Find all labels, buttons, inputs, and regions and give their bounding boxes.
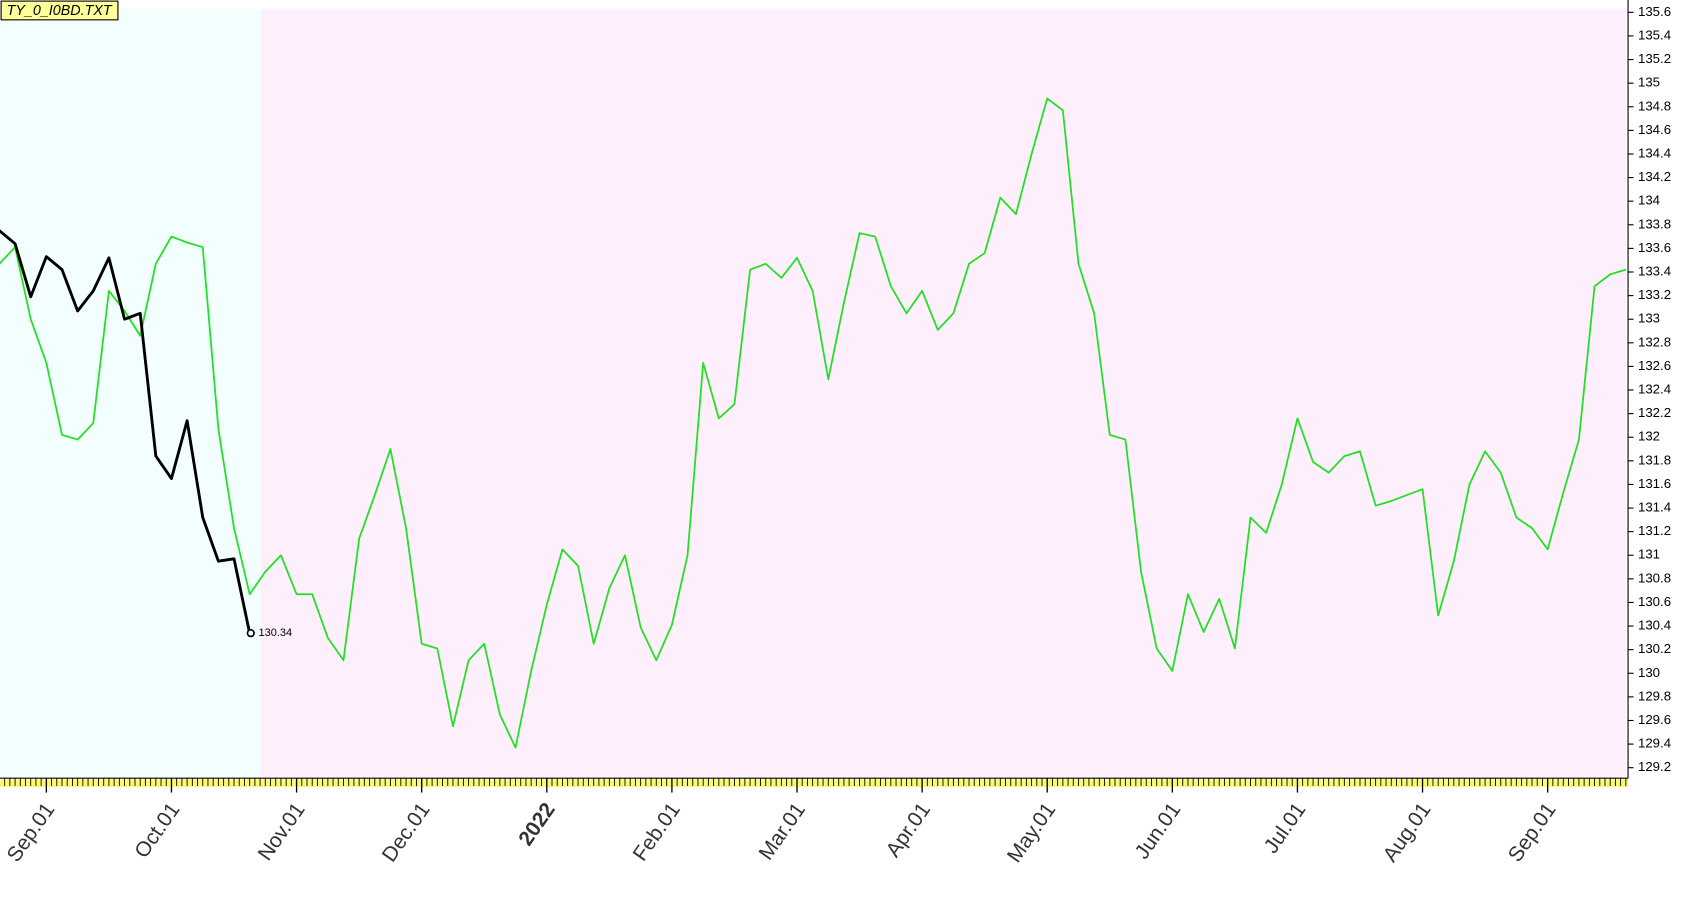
y-tick-label: 134.8 xyxy=(1638,98,1671,113)
y-tick-label: 134.6 xyxy=(1638,122,1671,137)
y-tick-label: 132 xyxy=(1638,429,1660,444)
y-tick-label: 131.8 xyxy=(1638,452,1671,467)
y-tick-label: 133.4 xyxy=(1638,264,1671,279)
plot-area: 130.34 xyxy=(0,97,1627,749)
x-tick-label: May.01 xyxy=(1003,799,1060,867)
y-tick-label: 134 xyxy=(1638,193,1660,208)
y-tick-label: 130.4 xyxy=(1638,618,1671,633)
x-tick-label: Apr.01 xyxy=(882,799,936,862)
series-line xyxy=(0,97,1627,749)
chart-title: TY_0_I0BD.TXT xyxy=(7,3,113,19)
x-tick-label: Sep.01 xyxy=(2,799,59,867)
y-tick-label: 134.2 xyxy=(1638,169,1671,184)
y-tick-label: 135.4 xyxy=(1638,27,1671,42)
x-tick-label: Jul.01 xyxy=(1260,799,1311,858)
x-tick-label: Feb.01 xyxy=(629,799,685,866)
background xyxy=(0,8,1626,778)
x-tick-label: Nov.01 xyxy=(254,799,310,865)
y-tick-label: 130.6 xyxy=(1638,594,1671,609)
y-tick-label: 129.2 xyxy=(1638,759,1671,774)
x-tick-label: Aug.01 xyxy=(1379,799,1436,867)
x-tick-label: 2022 xyxy=(514,799,560,850)
x-tick-label: Jun.01 xyxy=(1130,799,1185,864)
y-tick-label: 129.4 xyxy=(1638,736,1671,751)
last-value-label: 130.34 xyxy=(258,627,292,639)
past-region xyxy=(0,8,261,778)
y-tick-label: 131.6 xyxy=(1638,476,1671,491)
y-tick-label: 133.6 xyxy=(1638,240,1671,255)
y-tick-label: 134.4 xyxy=(1638,145,1671,160)
x-tick-label: Oct.01 xyxy=(130,799,184,863)
x-tick-label: Dec.01 xyxy=(378,799,435,867)
y-tick-label: 132.4 xyxy=(1638,382,1671,397)
y-tick-label: 131.2 xyxy=(1638,523,1671,538)
future-region xyxy=(260,8,1626,778)
y-tick-label: 133.2 xyxy=(1638,287,1671,302)
y-tick-label: 135.6 xyxy=(1638,4,1671,19)
y-tick-label: 130.8 xyxy=(1638,570,1671,585)
x-axis-strip xyxy=(0,779,1629,788)
y-tick-label: 129.8 xyxy=(1638,688,1671,703)
y-tick-label: 133 xyxy=(1638,311,1660,326)
y-tick-label: 135.2 xyxy=(1638,51,1671,66)
title-box xyxy=(0,0,119,21)
y-tick-label: 131 xyxy=(1638,547,1660,562)
y-tick-label: 129.6 xyxy=(1638,712,1671,727)
y-tick-label: 130.2 xyxy=(1638,641,1671,656)
y-tick-label: 135 xyxy=(1638,75,1660,90)
x-tick-label: Sep.01 xyxy=(1504,799,1561,867)
x-tick-label: Mar.01 xyxy=(754,799,810,865)
y-tick-label: 131.4 xyxy=(1638,500,1671,515)
y-tick-label: 132.8 xyxy=(1638,334,1671,349)
y-tick-label: 130 xyxy=(1638,665,1660,680)
last-point xyxy=(246,629,255,638)
y-tick-label: 133.8 xyxy=(1638,216,1671,231)
y-tick-label: 132.2 xyxy=(1638,405,1671,420)
y-tick-label: 132.6 xyxy=(1638,358,1671,373)
series-line xyxy=(0,229,252,634)
